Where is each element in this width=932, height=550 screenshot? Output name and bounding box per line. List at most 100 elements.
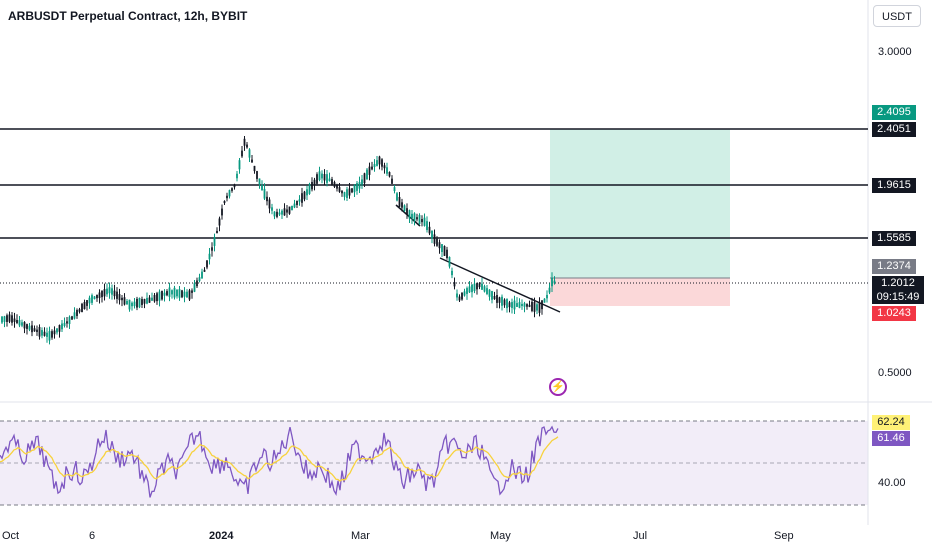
trendline-1[interactable] — [395, 204, 421, 227]
last-price-badge: 1.2012 09:15:49 — [872, 276, 924, 304]
level-price-badge: 1.9615 — [872, 178, 916, 193]
candle-body — [231, 188, 233, 191]
candle-body — [78, 309, 81, 312]
candle-body — [188, 290, 191, 300]
candle-body — [191, 290, 193, 293]
candle-body — [376, 160, 378, 166]
candle-body — [91, 295, 93, 303]
candle-body — [363, 173, 366, 184]
candle-body — [38, 326, 41, 337]
candle-body — [486, 288, 488, 294]
candle-body — [58, 325, 61, 332]
candle-body — [303, 191, 306, 200]
candle-body — [351, 188, 353, 193]
candle-body — [461, 292, 463, 300]
candle-body — [196, 280, 198, 287]
candle-body — [263, 188, 266, 199]
candle-body — [241, 150, 243, 157]
candle-body — [333, 182, 336, 187]
candle-body — [186, 291, 188, 298]
candle-body — [438, 242, 441, 249]
candle-body — [506, 299, 508, 309]
candle-body — [456, 293, 458, 298]
candle-body — [61, 323, 63, 330]
candle-body — [453, 282, 456, 287]
candle-body — [361, 179, 363, 185]
time-axis-label: 2024 — [209, 530, 234, 542]
candle-body — [161, 290, 163, 300]
time-axis-label: 6 — [89, 530, 96, 542]
candle-body — [56, 328, 58, 333]
candle-body — [543, 298, 546, 303]
candle-body — [43, 331, 46, 336]
candle-body — [313, 179, 316, 185]
candles-layer — [1, 136, 556, 345]
candle-body — [318, 171, 321, 180]
candle-body — [33, 328, 36, 332]
candle-body — [113, 290, 116, 297]
candle-body — [348, 188, 351, 196]
candle-body — [266, 196, 268, 202]
candle-body — [206, 260, 208, 268]
candle-body — [183, 291, 186, 297]
candle-body — [276, 211, 278, 217]
rsi-line — [0, 425, 559, 498]
candle-body — [146, 297, 148, 304]
candle-body — [273, 211, 276, 217]
candle-body — [508, 302, 511, 308]
candle-body — [181, 290, 183, 298]
candle-body — [86, 300, 88, 306]
stop-price-badge: 1.0243 — [872, 306, 916, 321]
stop-zone[interactable] — [550, 278, 730, 306]
candle-body — [21, 322, 23, 326]
lightning-icon[interactable]: ⚡ — [549, 378, 567, 396]
candle-body — [431, 230, 433, 239]
candle-body — [308, 184, 311, 194]
candle-body — [53, 330, 56, 335]
candle-body — [551, 277, 553, 287]
candle-body — [151, 297, 153, 301]
candle-body — [311, 181, 313, 190]
candle-body — [66, 321, 68, 324]
candle-body — [136, 298, 138, 308]
entry-price-badge: 1.2374 — [872, 259, 916, 274]
candle-body — [391, 178, 393, 184]
candle-body — [106, 288, 108, 295]
candle-body — [51, 331, 53, 338]
target-price-badge: 2.4095 — [872, 105, 916, 120]
time-axis-label: Oct — [2, 530, 20, 542]
candle-body — [291, 205, 293, 211]
candle-body — [98, 292, 101, 299]
candle-body — [463, 291, 466, 296]
candle-body — [451, 270, 453, 276]
rsi-layer — [0, 425, 559, 498]
candle-body — [541, 300, 543, 310]
candle-body — [526, 304, 528, 307]
candle-body — [528, 304, 531, 307]
candle-body — [416, 217, 418, 220]
candle-body — [518, 302, 521, 308]
candle-body — [128, 299, 131, 310]
candle-body — [546, 294, 548, 299]
candle-body — [401, 202, 403, 208]
candle-body — [158, 291, 161, 301]
candle-body — [423, 217, 426, 226]
target-zone[interactable] — [550, 129, 730, 278]
time-axis-label: May — [490, 530, 511, 542]
candle-body — [521, 303, 523, 307]
currency-button[interactable]: USDT — [873, 5, 921, 27]
candle-body — [413, 213, 416, 221]
candle-body — [471, 284, 473, 293]
candle-body — [123, 297, 126, 305]
candle-body — [338, 187, 341, 192]
candle-body — [428, 226, 431, 234]
candle-body — [386, 167, 388, 174]
price-axis-label: 3.0000 — [878, 46, 912, 58]
candle-body — [226, 195, 228, 199]
candle-body — [426, 221, 428, 231]
candle-body — [511, 302, 513, 308]
candle-body — [358, 182, 361, 189]
rsi-axis-label: 40.00 — [878, 477, 906, 489]
candle-body — [501, 296, 503, 306]
